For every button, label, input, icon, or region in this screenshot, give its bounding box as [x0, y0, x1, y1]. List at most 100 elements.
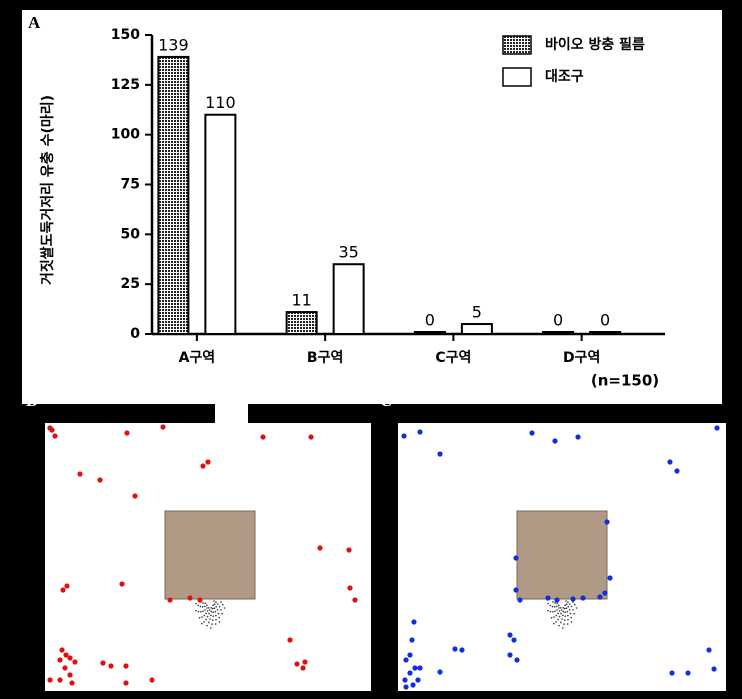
insect: [67, 655, 73, 661]
trap-dot: [558, 624, 560, 627]
trap-dot: [206, 615, 209, 618]
insect: [77, 471, 83, 477]
trap-dot: [201, 622, 203, 625]
trap-dot: [565, 600, 567, 602]
trap-dot: [202, 602, 204, 604]
insect: [517, 597, 523, 603]
trap-dot: [560, 612, 562, 615]
trap-dot: [559, 607, 562, 609]
legend-swatch: [502, 35, 532, 55]
trap-dot: [557, 604, 560, 607]
trap-dot: [565, 607, 568, 610]
trap-dot: [201, 606, 204, 608]
trap-dot: [216, 609, 219, 611]
trap-dot: [556, 609, 558, 611]
insect: [200, 463, 206, 469]
trap-dot: [210, 614, 212, 617]
y-tick-label: 75: [121, 177, 140, 193]
x-tick-label: D구역: [563, 349, 600, 366]
trap-dot: [563, 623, 565, 625]
trap-dot: [550, 617, 553, 619]
insect: [507, 652, 513, 658]
trap-dot: [563, 607, 566, 610]
trap-dot: [557, 612, 559, 615]
trap-dot: [215, 605, 218, 608]
insect: [417, 665, 423, 671]
insect: [149, 677, 155, 683]
trap-dot: [558, 607, 560, 609]
insect: [302, 659, 308, 665]
trap-dot: [558, 615, 561, 618]
trap-dot: [547, 609, 549, 612]
insect: [409, 637, 415, 643]
trap-dot: [553, 622, 555, 625]
insect: [119, 581, 125, 587]
y-tick-label: 25: [121, 276, 140, 292]
trap-dot: [554, 610, 556, 612]
x-tick-label: A구역: [179, 349, 216, 366]
trap-dot: [211, 607, 214, 610]
trap-dot: [206, 610, 209, 612]
gap: [215, 400, 248, 424]
insect: [124, 430, 130, 436]
insect: [604, 519, 610, 525]
insect: [64, 583, 70, 589]
trap-dot: [564, 615, 567, 617]
trap-dot: [204, 609, 206, 611]
trap-dot: [208, 612, 210, 615]
insect: [100, 660, 106, 666]
insect: [580, 595, 586, 601]
trap-dot: [215, 614, 217, 617]
trap-dot: [211, 623, 213, 625]
insect: [69, 680, 75, 686]
insect: [108, 663, 114, 669]
trap-dot: [562, 607, 565, 609]
trap-dot: [207, 621, 210, 624]
trap-dot: [570, 621, 573, 623]
insect: [412, 665, 418, 671]
insect: [352, 597, 358, 603]
trap-dot: [218, 621, 221, 623]
legend-label: 대조구: [545, 69, 584, 85]
trap-dot: [560, 609, 563, 611]
insect: [711, 666, 717, 672]
insect: [317, 545, 323, 551]
trap-dot: [210, 607, 213, 609]
legend-swatch: [502, 67, 532, 87]
insect: [667, 459, 673, 465]
trap-dot: [197, 610, 200, 613]
insect: [674, 468, 680, 474]
insect: [97, 477, 103, 483]
trap-dot: [562, 614, 564, 617]
insect: [167, 597, 173, 603]
panel-label: B: [26, 391, 37, 410]
trap-dot: [202, 610, 204, 612]
insect: [706, 647, 712, 653]
bar: [204, 113, 237, 335]
insect: [685, 670, 691, 676]
bar: [285, 311, 318, 335]
insect: [347, 585, 353, 591]
trap-dot: [203, 621, 205, 623]
insect: [401, 433, 407, 439]
y-axis-title: 거짓쌀도둑거저리 유충 수(마리): [39, 95, 56, 285]
trap-dot: [212, 604, 215, 607]
bar: [589, 331, 622, 335]
insect: [47, 677, 53, 683]
insect: [714, 425, 720, 431]
value-label: 5: [472, 303, 482, 322]
insect: [47, 425, 53, 431]
value-label: 11: [291, 291, 311, 310]
trap-dot: [199, 605, 202, 608]
insect: [507, 632, 513, 638]
insect: [417, 429, 423, 435]
trap-dot: [567, 618, 569, 621]
trap-dot: [208, 609, 211, 611]
trap-dot: [214, 610, 217, 613]
insect: [197, 597, 203, 603]
trap-dot: [222, 603, 224, 606]
trap-dot: [555, 614, 557, 617]
insect: [260, 434, 266, 440]
insect: [437, 669, 443, 675]
value-label: 0: [425, 311, 435, 330]
